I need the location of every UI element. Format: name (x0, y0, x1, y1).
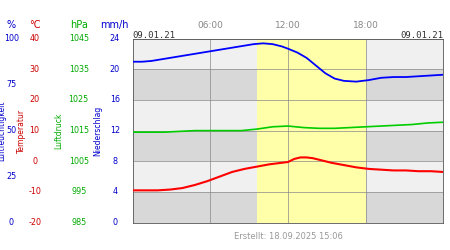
Text: 1005: 1005 (69, 157, 89, 166)
Text: 0: 0 (112, 218, 117, 227)
Bar (257, 39, 365, 69)
Text: Erstellt: 18.09.2025 15:06: Erstellt: 18.09.2025 15:06 (234, 232, 342, 241)
Text: Luftdruck: Luftdruck (54, 112, 63, 149)
Text: 8: 8 (112, 157, 117, 166)
Text: 0: 0 (32, 157, 37, 166)
Text: %: % (7, 20, 16, 30)
Text: °C: °C (29, 20, 40, 30)
Text: 50: 50 (6, 126, 16, 135)
Text: 09.01.21: 09.01.21 (133, 30, 176, 40)
Text: 20: 20 (110, 65, 120, 74)
Bar (133, 192, 443, 222)
Text: 40: 40 (30, 34, 40, 43)
Text: Luftfeuchtigkeit: Luftfeuchtigkeit (0, 100, 7, 161)
Text: 25: 25 (6, 172, 16, 181)
Text: 24: 24 (110, 34, 120, 43)
Text: -10: -10 (28, 188, 41, 196)
Text: 09.01.21: 09.01.21 (400, 30, 443, 40)
Text: 16: 16 (110, 96, 120, 104)
Text: 18:00: 18:00 (353, 20, 378, 30)
Text: 4: 4 (112, 188, 117, 196)
Bar (257, 192, 365, 222)
Bar (257, 130, 365, 161)
Text: -20: -20 (28, 218, 41, 227)
Text: Temperatur: Temperatur (17, 108, 26, 153)
Bar (133, 100, 443, 130)
Text: hPa: hPa (70, 20, 88, 30)
Bar (257, 100, 365, 130)
Bar (257, 161, 365, 192)
Text: 10: 10 (30, 126, 40, 135)
Bar (257, 69, 365, 100)
Text: 1025: 1025 (68, 96, 89, 104)
Text: 995: 995 (71, 188, 86, 196)
Text: 1015: 1015 (69, 126, 89, 135)
Bar (133, 69, 443, 100)
Text: 12: 12 (110, 126, 120, 135)
Text: 100: 100 (4, 34, 19, 43)
Text: 0: 0 (9, 218, 14, 227)
Text: 1045: 1045 (69, 34, 89, 43)
Text: 1035: 1035 (69, 65, 89, 74)
Text: 12:00: 12:00 (275, 20, 301, 30)
Bar (133, 39, 443, 69)
Text: 985: 985 (71, 218, 86, 227)
Text: 30: 30 (30, 65, 40, 74)
Text: mm/h: mm/h (100, 20, 129, 30)
Text: Niederschlag: Niederschlag (94, 106, 103, 156)
Text: 06:00: 06:00 (198, 20, 223, 30)
Text: 20: 20 (30, 96, 40, 104)
Bar (133, 130, 443, 161)
Text: 75: 75 (6, 80, 16, 89)
Bar (133, 161, 443, 192)
